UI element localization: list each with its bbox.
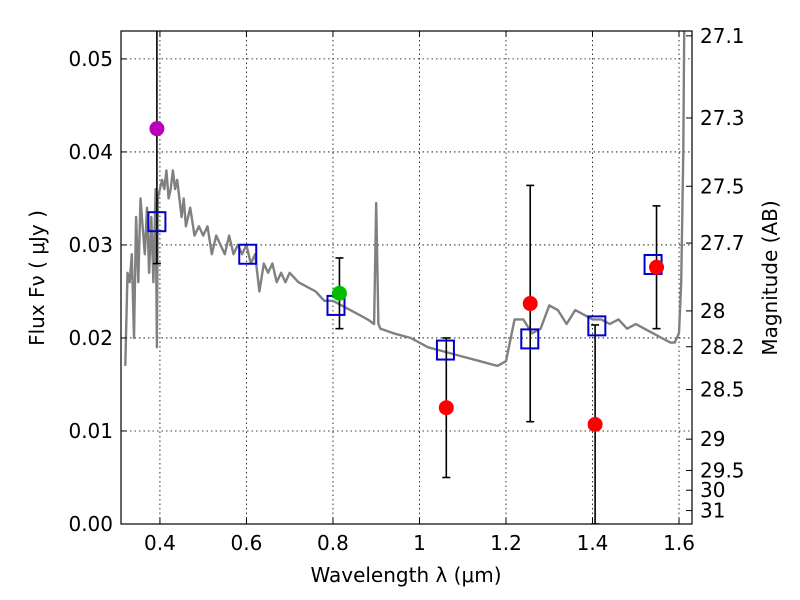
x-tick-label: 1.2 — [490, 531, 522, 555]
x-tick-label: 1.4 — [577, 531, 609, 555]
y-tick-label: 0.03 — [68, 233, 113, 257]
model-photometry-square — [238, 243, 258, 265]
model-sed-line — [124, 31, 686, 368]
grid — [121, 31, 692, 525]
model-photometry-square — [587, 315, 607, 337]
model-photometry-square — [147, 211, 167, 233]
y2-tick-label: 28 — [700, 299, 725, 323]
x-tick-label: 0.4 — [144, 531, 176, 555]
observed-point — [587, 416, 603, 432]
observed-point — [149, 121, 165, 137]
model-photometry-square — [435, 339, 455, 361]
x-tick-label: 0.6 — [231, 531, 263, 555]
y2-tick-label: 27.1 — [700, 24, 745, 48]
plot-frame — [120, 30, 693, 525]
x-tick-label: 0.8 — [317, 531, 349, 555]
y2-tick-label: 27.5 — [700, 174, 745, 198]
model-photometry-square — [520, 328, 540, 350]
y-tick-label: 0.00 — [68, 512, 113, 536]
y2-tick-label: 30 — [700, 478, 725, 502]
x-tick-label: 1.6 — [663, 531, 695, 555]
plot-background — [121, 31, 692, 524]
observed-point — [438, 400, 454, 416]
y2-tick-label: 29 — [700, 427, 725, 451]
y2-tick-label: 27.3 — [700, 106, 745, 130]
x-tick-label: 1 — [413, 531, 426, 555]
y2-tick-label: 28.2 — [700, 335, 745, 359]
y2-tick-label: 27.7 — [700, 231, 745, 255]
y2-tick-label: 29.5 — [700, 458, 745, 482]
plot-layer — [124, 31, 686, 524]
y2-tick-label: 28.5 — [700, 378, 745, 402]
observed-point — [649, 259, 665, 275]
ticks: 0.4 0.6 0.8 1 1.2 1.4 1.6 0.00 0.01 0.02 0.03 0.04 0… — [68, 24, 744, 555]
observed-point — [331, 285, 347, 301]
y-tick-label: 0.05 — [68, 47, 113, 71]
y-tick-label: 0.04 — [68, 140, 113, 164]
observed-point — [522, 296, 538, 312]
x-axis-label: Wavelength λ (μm) — [310, 563, 501, 587]
y2-tick-label: 31 — [700, 499, 725, 523]
y-tick-label: 0.01 — [68, 419, 113, 443]
y-tick-label: 0.02 — [68, 326, 113, 350]
y2-axis-label: Magnitude (AB) — [758, 200, 782, 355]
y-axis-label: Flux Fν ( μJy ) — [25, 210, 49, 346]
